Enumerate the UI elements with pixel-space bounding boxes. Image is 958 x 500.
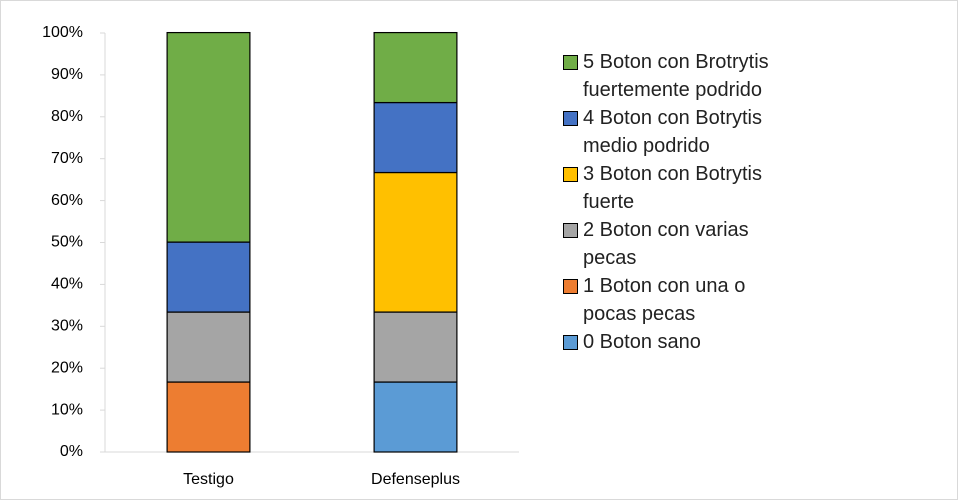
bar-segment <box>373 381 458 453</box>
y-tick-label: 10% <box>51 401 83 418</box>
legend-swatch <box>563 335 578 350</box>
bar-segment <box>373 171 458 313</box>
legend-label: 4 Boton con Botrytis medio podrido <box>583 107 762 157</box>
legend-label: 5 Boton con Brotrytis fuertemente podrid… <box>583 51 769 101</box>
legend-entry: 4 Boton con Botrytis medio podrido <box>563 104 803 160</box>
y-tick-label: 40% <box>51 276 83 293</box>
y-tick-label: 70% <box>51 150 83 167</box>
legend-label: 2 Boton con varias pecas <box>583 219 749 269</box>
legend-label: 0 Boton sano <box>583 331 701 353</box>
legend-entry: 3 Boton con Botrytis fuerte <box>563 160 803 216</box>
x-tick-label: Defenseplus <box>371 471 460 488</box>
y-tick-label: 100% <box>42 24 83 41</box>
legend-swatch <box>563 223 578 238</box>
bar-segment <box>373 311 458 383</box>
y-tick-label: 0% <box>60 443 83 460</box>
y-tick-label: 20% <box>51 359 83 376</box>
legend-entry: 1 Boton con una o pocas pecas <box>563 272 803 328</box>
legend-label: 3 Boton con Botrytis fuerte <box>583 163 762 213</box>
y-tick-label: 60% <box>51 192 83 209</box>
bar-segment <box>166 311 251 383</box>
legend-swatch <box>563 55 578 70</box>
bar-segment <box>373 101 458 174</box>
y-tick-label: 50% <box>51 234 83 251</box>
legend-swatch <box>563 111 578 126</box>
bar-segment <box>166 31 251 243</box>
legend: 5 Boton con Brotrytis fuertemente podrid… <box>563 48 803 356</box>
legend-entry: 5 Boton con Brotrytis fuertemente podrid… <box>563 48 803 104</box>
y-tick-label: 90% <box>51 66 83 83</box>
legend-entry: 0 Boton sano <box>563 328 803 356</box>
legend-swatch <box>563 279 578 294</box>
y-tick-label: 30% <box>51 318 83 335</box>
legend-entry: 2 Boton con varias pecas <box>563 216 803 272</box>
x-tick-label: Testigo <box>183 471 234 488</box>
bar-segment <box>166 381 251 453</box>
bar-segment <box>373 31 458 104</box>
legend-label: 1 Boton con una o pocas pecas <box>583 275 746 325</box>
bar-segment <box>166 241 251 313</box>
legend-swatch <box>563 167 578 182</box>
y-tick-label: 80% <box>51 108 83 125</box>
